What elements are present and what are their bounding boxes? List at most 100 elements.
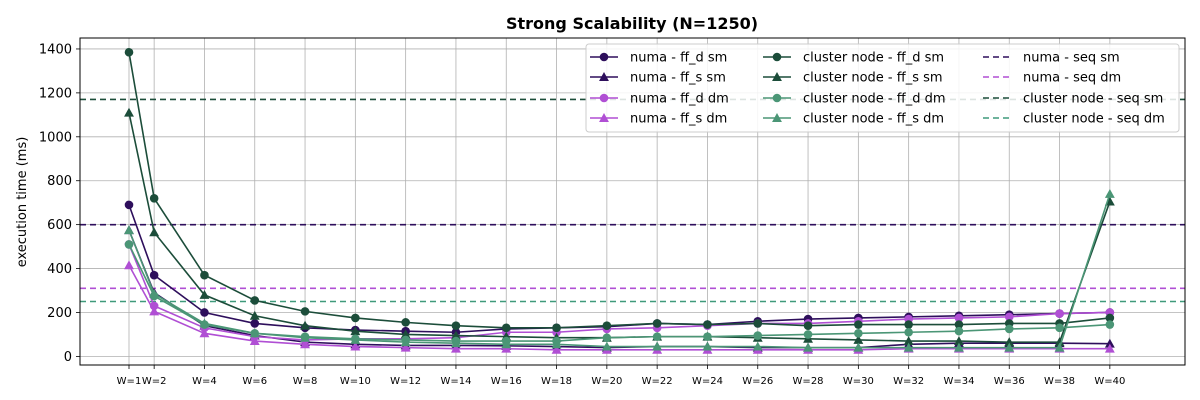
data-point xyxy=(149,306,160,316)
data-point xyxy=(954,336,964,345)
data-point xyxy=(551,344,562,354)
data-point xyxy=(702,341,713,351)
data-point xyxy=(300,320,310,330)
data-point xyxy=(602,333,612,343)
y-tick-label: 800 xyxy=(47,174,72,189)
data-point xyxy=(954,342,964,352)
data-point xyxy=(703,320,712,329)
y-tick-label: 1000 xyxy=(39,130,72,145)
data-point xyxy=(903,342,914,352)
data-point xyxy=(752,341,763,351)
data-point xyxy=(552,323,561,333)
plot-frame xyxy=(79,37,1186,366)
legend-swatch-marker xyxy=(599,52,609,62)
data-point xyxy=(200,308,209,317)
data-point xyxy=(904,327,913,337)
data-point xyxy=(753,319,763,328)
data-point xyxy=(602,321,612,330)
data-point xyxy=(652,332,662,341)
x-tick-label: W=38 xyxy=(1044,376,1075,387)
data-point xyxy=(501,339,512,349)
data-point xyxy=(300,332,310,342)
data-point xyxy=(250,319,260,328)
data-point xyxy=(199,328,210,338)
data-point xyxy=(199,318,210,328)
chart-title: Strong Scalability (N=1250) xyxy=(506,14,758,33)
data-point xyxy=(149,227,160,237)
data-point xyxy=(652,341,663,351)
data-point xyxy=(200,270,209,280)
legend-entry-label: cluster node - ff_s dm xyxy=(803,112,944,127)
data-point xyxy=(1004,312,1014,322)
x-tick-label: W=32 xyxy=(893,376,924,387)
data-point xyxy=(652,319,662,328)
legend-entry-label: cluster node - ff_d dm xyxy=(803,92,946,107)
legend-swatch-marker xyxy=(772,93,782,103)
data-point xyxy=(854,320,863,329)
data-point xyxy=(954,313,964,323)
data-point xyxy=(300,339,310,349)
data-point xyxy=(1105,313,1115,323)
grid xyxy=(80,38,1185,365)
data-point xyxy=(1104,338,1115,348)
x-axis-ticks: W=1 W=2 W=4 W=6 W=8 W=10 W=12 W=14 W=16 W=18 W=20 W… xyxy=(117,365,1125,387)
x-tick-label: W=2 xyxy=(142,376,167,387)
data-point xyxy=(803,330,813,339)
data-point xyxy=(149,270,159,280)
data-point xyxy=(551,339,562,349)
x-tick-label: W=10 xyxy=(340,376,371,387)
data-point xyxy=(954,320,964,329)
data-point xyxy=(300,307,310,316)
y-axis-label: execution time (ms) xyxy=(15,137,30,268)
legend-swatch-marker xyxy=(599,113,609,122)
x-tick-label: W=36 xyxy=(994,376,1025,387)
data-point xyxy=(854,329,863,338)
legend-entry-label: cluster node - seq sm xyxy=(1023,92,1163,107)
data-point xyxy=(400,329,411,339)
data-point xyxy=(1004,342,1015,352)
data-point xyxy=(249,328,260,338)
x-tick-label: W=26 xyxy=(742,376,773,387)
data-point xyxy=(124,225,134,235)
data-point xyxy=(853,334,864,344)
data-point xyxy=(1054,337,1065,347)
data-point xyxy=(501,323,511,333)
legend-entry-label: numa - seq sm xyxy=(1023,51,1120,66)
x-tick-label: W=6 xyxy=(242,376,267,387)
data-point xyxy=(1055,309,1064,318)
x-tick-label: W=34 xyxy=(943,376,974,387)
data-point xyxy=(199,289,210,299)
data-point xyxy=(803,321,813,330)
data-point xyxy=(124,240,134,249)
data-point xyxy=(350,334,361,344)
legend-entry-label: numa - ff_d sm xyxy=(630,51,727,66)
y-tick-label: 400 xyxy=(47,262,72,277)
data-point xyxy=(954,326,964,336)
x-tick-label: W=14 xyxy=(440,376,471,387)
legend-swatch-marker xyxy=(772,72,782,81)
legend-entry-label: numa - ff_s dm xyxy=(630,112,727,127)
data-point xyxy=(903,336,914,345)
data-point xyxy=(350,326,361,336)
x-tick-label: W=16 xyxy=(491,376,522,387)
data-point xyxy=(803,342,813,352)
x-tick-label: W=12 xyxy=(390,376,421,387)
x-tick-label: W=22 xyxy=(642,376,673,387)
data-point xyxy=(350,341,361,351)
data-point xyxy=(1105,320,1115,329)
x-tick-label: W=18 xyxy=(541,376,572,387)
data-point xyxy=(853,342,864,352)
data-point xyxy=(753,331,763,340)
legend-entry-label: numa - ff_d dm xyxy=(630,92,729,107)
data-point xyxy=(149,193,159,203)
data-point xyxy=(451,338,461,348)
legend-swatch-marker xyxy=(599,72,609,81)
legend-swatch-marker xyxy=(772,113,782,122)
data-point xyxy=(451,321,461,330)
legend-frame xyxy=(585,43,1180,133)
data-point xyxy=(1004,337,1015,347)
data-point xyxy=(1104,188,1115,198)
y-tick-label: 0 xyxy=(64,350,72,365)
data-point xyxy=(249,336,260,345)
y-tick-label: 200 xyxy=(47,306,72,321)
